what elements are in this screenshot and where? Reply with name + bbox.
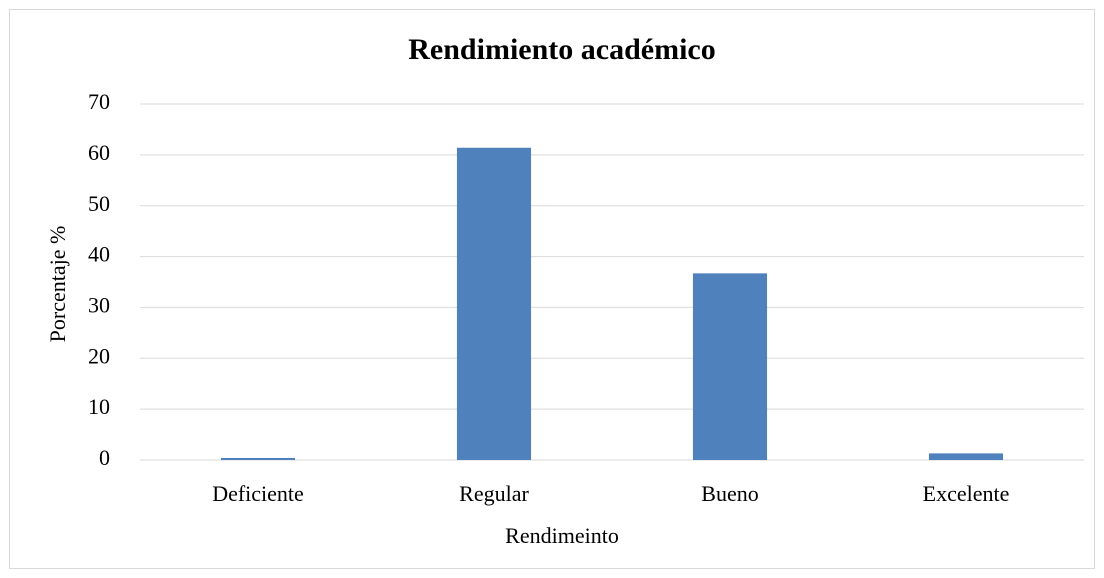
y-axis-title: Porcentaje % bbox=[45, 226, 70, 343]
x-tick-label: Bueno bbox=[701, 481, 758, 506]
x-tick-label: Deficiente bbox=[212, 481, 304, 506]
x-axis-title: Rendimeinto bbox=[505, 523, 619, 548]
y-tick-label: 50 bbox=[88, 191, 110, 216]
chart-border bbox=[9, 9, 1095, 569]
y-tick-label: 20 bbox=[88, 343, 110, 368]
chart-title: Rendimiento académico bbox=[408, 33, 715, 66]
y-tick-label: 30 bbox=[88, 292, 110, 317]
bar bbox=[220, 457, 296, 460]
bar bbox=[692, 273, 768, 460]
y-tick-label: 60 bbox=[88, 140, 110, 165]
x-tick-label: Excelente bbox=[923, 481, 1010, 506]
y-tick-label: 70 bbox=[88, 89, 110, 114]
bar bbox=[456, 147, 532, 461]
y-tick-label: 10 bbox=[88, 394, 110, 419]
y-tick-label: 0 bbox=[99, 445, 110, 470]
bar bbox=[928, 453, 1004, 460]
x-tick-label: Regular bbox=[459, 481, 529, 506]
y-tick-label: 40 bbox=[88, 242, 110, 267]
